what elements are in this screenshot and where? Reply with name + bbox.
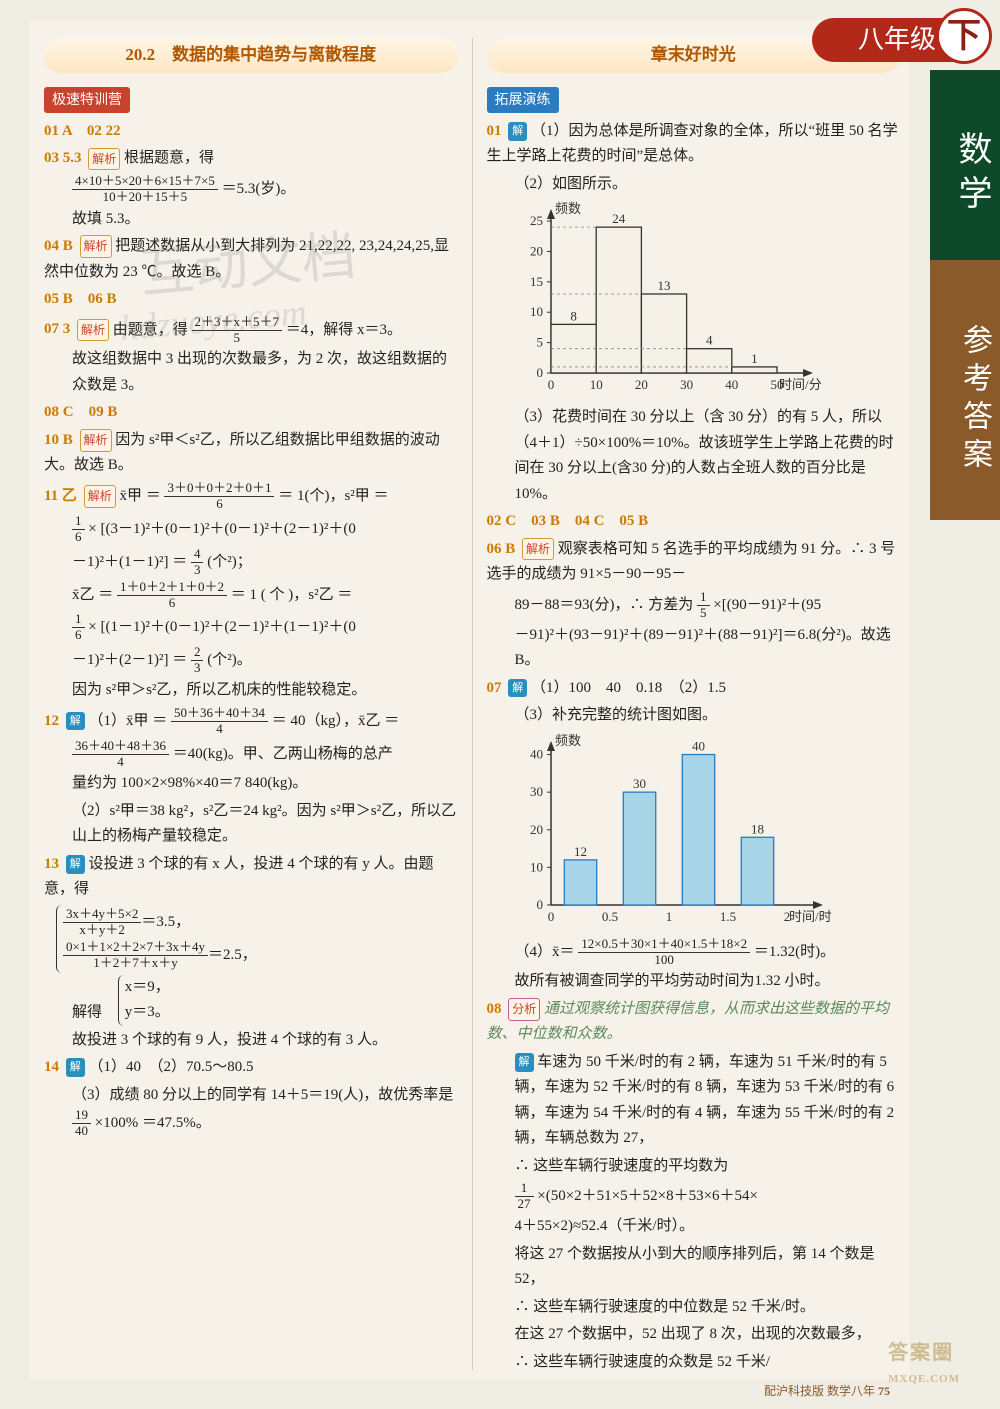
q01-02: 01 A 02 22 [44,119,458,145]
footer: 配沪科技版 数学八年 75 [764,1381,890,1401]
svg-text:0: 0 [547,377,554,392]
chart-q07: 0102030400120.5301401.5182频数时间/时 [507,733,847,933]
svg-text:40: 40 [692,738,705,753]
svg-text:10: 10 [530,304,543,319]
svg-text:20: 20 [530,821,543,836]
svg-text:12: 12 [574,843,587,858]
rq08-sol: 解 车速为 50 千米/时的有 2 辆，车速为 51 千米/时的有 5 辆，车速… [487,1050,901,1152]
svg-text:24: 24 [612,211,626,226]
svg-text:频数: 频数 [555,201,581,216]
svg-text:8: 8 [570,309,577,324]
rq08-t3: 127 ×(50×2＋51×5＋52×8＋53×6＋54× [487,1181,901,1212]
svg-text:5: 5 [536,335,543,350]
q11: 11 乙 解析 x̄甲 ＝ 3＋0＋0＋2＋0＋16 ＝ 1(个)，s²甲 ＝ [44,481,458,512]
svg-text:4: 4 [705,333,712,348]
rq02-05: 02 C 03 B 04 C 05 B [487,509,901,535]
svg-text:0.5: 0.5 [601,909,617,924]
right-column: 章末好时光 拓展演练 01 解 （1）因为总体是所调查对象的全体，所以“班里 5… [487,38,901,1370]
rq08-t6: ∴ 这些车辆行驶速度的中位数是 52 千米/时。 [487,1295,901,1321]
right-sidebar: 八年级 下 数学 参考答案 [914,0,1000,1409]
svg-text:时间/分: 时间/分 [779,377,822,392]
rq06-l2: 89－88＝93(分)，∴ 方差为 15 ×[(90－91)²＋(95 [487,590,901,621]
svg-text:18: 18 [751,821,764,836]
q12: 12 解 （1）x̄甲 ＝ 50＋36＋40＋344 ＝ 40（kg），x̄乙 … [44,706,458,737]
page-content: 20.2 数据的集中趋势与离散程度 极速特训营 01 A 02 22 03 5.… [30,20,910,1380]
rq08-t7: 在这 27 个数据中，52 出现了 8 次，出现的次数最多， [487,1322,901,1348]
expand-tag: 拓展演练 [487,87,559,113]
q03-end: 故填 5.3。 [44,207,458,233]
q13-end: 故投进 3 个球的有 9 人，投进 4 个球的有 3 人。 [44,1028,458,1054]
rq08-t5: 将这 27 个数据按从小到大的顺序排列后，第 14 个数是 52， [487,1242,901,1293]
q12-l3: 量约为 100×2×98%×40＝7 840(kg)。 [44,771,458,797]
logo-stamp: 答案圈 MXQE.COM [888,1336,960,1389]
svg-text:时间/时: 时间/时 [789,909,832,924]
svg-text:30: 30 [530,784,543,799]
rq08-t8: ∴ 这些车辆行驶速度的众数是 52 千米/ [487,1350,901,1376]
q14: 14 解 （1）40 （2）70.5～80.5 [44,1055,458,1081]
svg-text:20: 20 [634,377,647,392]
explain-tag: 解析 [88,148,120,170]
q11-l2: 16 × [(3－1)²＋(0－1)²＋(0－1)²＋(2－1)²＋(0 [44,514,458,545]
rq08-t2: ∴ 这些车辆行驶速度的平均数为 [487,1154,901,1180]
svg-text:0: 0 [536,897,543,912]
q11-l3: －1)²＋(1－1)²] ＝ 43 (个²)； [44,547,458,578]
svg-text:1.5: 1.5 [719,909,735,924]
svg-text:13: 13 [657,278,670,293]
rq01: 01 解 （1）因为总体是所调查对象的全体，所以“班里 50 名学生上学路上花费… [487,119,901,170]
rq06: 06 B 解析 观察表格可知 5 名选手的平均成绩为 91 分。∴ 3 号选手的… [487,537,901,588]
q11-l5: 16 × [(1－1)²＋(0－1)²＋(2－1)²＋(1－1)²＋(0 [44,612,458,643]
q11-l4: x̄乙 ＝ 1＋0＋2＋1＋0＋26 ＝ 1 ( 个 )，s²乙 ＝ [44,580,458,611]
rq07-t4: 故所有被调查同学的平均劳动时间为1.32 小时。 [487,969,901,995]
chart-q01: 0510152025081024201330440150频数时间/分 [507,201,837,401]
rq08-t4: 4＋55×2)≈52.4（千米/时）。 [487,1214,901,1240]
q04: 04 B 解析 把题述数据从小到大排列为 21,22,22, 23,24,24,… [44,234,458,285]
column-divider [472,38,473,1370]
svg-text:频数: 频数 [555,733,581,748]
q13-system: 3x＋4y＋5×2x＋y＋2＝3.5， 0×1＋1×2＋2×7＋3x＋4y1＋2… [56,905,257,973]
rq07: 07 解 （1）100 40 0.18 （2）1.5 [487,676,901,702]
q10: 10 B 解析 因为 s²甲＜s²乙，所以乙组数据比甲组数据的波动大。故选 B。 [44,428,458,479]
svg-text:0: 0 [536,365,543,380]
q11-l6: －1)²＋(2－1)²] ＝ 23 (个²)。 [44,645,458,676]
q12-l4: （2）s²甲＝38 kg²，s²乙＝24 kg²。因为 s²甲＞s²乙，所以乙山… [44,799,458,850]
answer-strip: 参考答案 [930,260,1000,520]
svg-text:30: 30 [680,377,693,392]
svg-text:30: 30 [633,776,646,791]
q03-frac: 4×10＋5×20＋6×15＋7×510＋20＋15＋5 ＝5.3(岁)。 [44,174,458,205]
svg-text:40: 40 [530,746,543,761]
section-title-left: 20.2 数据的集中趋势与离散程度 [44,38,458,73]
q07-end: 故这组数据中 3 出现的次数最多，为 2 次，故这组数据的众数是 3。 [44,347,458,398]
svg-text:10: 10 [530,859,543,874]
svg-text:10: 10 [589,377,602,392]
svg-text:40: 40 [725,377,738,392]
q13: 13 解 设投进 3 个球的有 x 人，投进 4 个球的有 y 人。由题意，得 [44,852,458,903]
q14-t: （3）成绩 80 分以上的同学有 14＋5＝19(人)，故优秀率是 1940 ×… [44,1083,458,1139]
rq01-t3: （3）花费时间在 30 分以上（含 30 分）的有 5 人，所以（4＋1）÷50… [487,405,901,507]
svg-text:0: 0 [547,909,554,924]
q07: 07 3 解析 由题意，得 2＋3＋x＋5＋75 ＝4，解得 x＝3。 [44,315,458,346]
q08-09: 08 C 09 B [44,400,458,426]
q11-l7: 因为 s²甲＞s²乙，所以乙机床的性能较稳定。 [44,678,458,704]
q12-l2: 36＋40＋48＋364 ＝40(kg)。甲、乙两山杨梅的总产 [44,739,458,770]
left-column: 20.2 数据的集中趋势与离散程度 极速特训营 01 A 02 22 03 5.… [44,38,458,1370]
rq01-t2: （2）如图所示。 [487,172,901,198]
svg-text:1: 1 [665,909,672,924]
svg-text:20: 20 [530,244,543,259]
training-tag: 极速特训营 [44,87,130,113]
rq08: 08 分析 通过观察统计图获得信息，从而求出这些数据的平均数、中位数和众数。 [487,997,901,1048]
rq06-l3: －91)²＋(93－91)²＋(89－91)²＋(88－91)²]＝6.8(分²… [487,623,901,674]
svg-text:1: 1 [751,351,758,366]
q05-06: 05 B 06 B [44,287,458,313]
rq07-t1: （3）补充完整的统计图如图。 [487,703,901,729]
q03: 03 5.3 解析 根据题意，得 [44,146,458,172]
svg-text:15: 15 [530,274,543,289]
subject-strip: 数学 [930,70,1000,260]
rq07-t2: （4）x̄＝ 12×0.5＋30×1＋40×1.5＋18×2100 ＝1.32(… [487,937,901,968]
svg-text:25: 25 [530,213,543,228]
semester-circle: 下 [936,8,992,64]
q13-solve: 解得 x＝9， y＝3。 [44,975,458,1026]
